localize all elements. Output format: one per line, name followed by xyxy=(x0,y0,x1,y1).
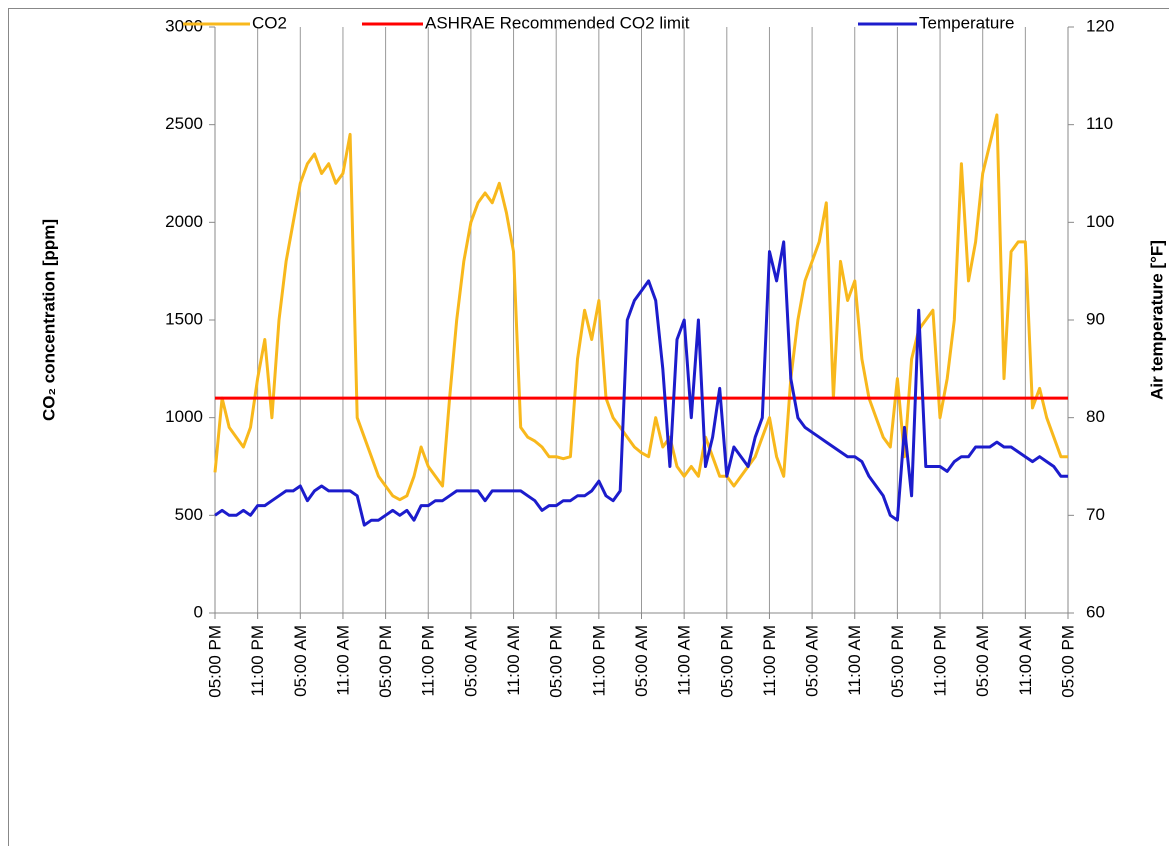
x-tick-label: 05:00 PM xyxy=(376,625,395,698)
x-tick-label: 11:00 AM xyxy=(675,625,694,696)
x-tick-label: 05:00 AM xyxy=(803,625,822,697)
x-tick-label: 05:00 PM xyxy=(888,625,907,698)
y2-tick-label: 100 xyxy=(1086,212,1114,231)
x-tick-label: 05:00 PM xyxy=(1058,625,1077,698)
y-tick-label: 500 xyxy=(175,505,203,524)
y-tick-label: 3000 xyxy=(165,16,203,35)
y-tick-label: 2000 xyxy=(165,212,203,231)
y2-tick-label: 70 xyxy=(1086,505,1105,524)
x-tick-label: 11:00 PM xyxy=(589,625,608,697)
x-tick-label: 11:00 AM xyxy=(504,625,523,696)
legend-label: ASHRAE Recommended CO2 limit xyxy=(425,13,690,32)
x-tick-label: 05:00 AM xyxy=(973,625,992,697)
y-tick-label: 2500 xyxy=(165,114,203,133)
y2-axis-title: Air temperature [°F] xyxy=(1147,240,1166,400)
y2-tick-label: 110 xyxy=(1086,114,1113,133)
y-tick-label: 0 xyxy=(194,602,203,621)
y2-tick-label: 90 xyxy=(1086,309,1105,328)
x-tick-label: 05:00 AM xyxy=(461,625,480,697)
legend-label: CO2 xyxy=(252,13,287,32)
x-tick-label: 11:00 AM xyxy=(1016,625,1035,696)
x-tick-label: 11:00 PM xyxy=(931,625,950,697)
x-tick-label: 05:00 AM xyxy=(632,625,651,697)
y2-tick-label: 60 xyxy=(1086,602,1105,621)
legend-label: Temperature xyxy=(919,13,1014,32)
x-tick-label: 05:00 AM xyxy=(291,625,310,697)
x-tick-label: 11:00 PM xyxy=(248,625,267,697)
x-tick-label: 05:00 PM xyxy=(717,625,736,698)
y2-tick-label: 120 xyxy=(1086,16,1114,35)
y-tick-label: 1500 xyxy=(165,309,203,328)
y-axis-title: CO₂ concentration [ppm] xyxy=(39,219,58,421)
x-tick-label: 11:00 AM xyxy=(845,625,864,696)
y-tick-label: 1000 xyxy=(165,407,203,426)
x-tick-label: 11:00 AM xyxy=(333,625,352,696)
x-tick-label: 05:00 PM xyxy=(547,625,566,698)
x-tick-label: 11:00 PM xyxy=(419,625,438,697)
y2-tick-label: 80 xyxy=(1086,407,1105,426)
chart-border xyxy=(9,9,1169,847)
x-tick-label: 11:00 PM xyxy=(760,625,779,697)
x-tick-label: 05:00 PM xyxy=(205,625,224,698)
